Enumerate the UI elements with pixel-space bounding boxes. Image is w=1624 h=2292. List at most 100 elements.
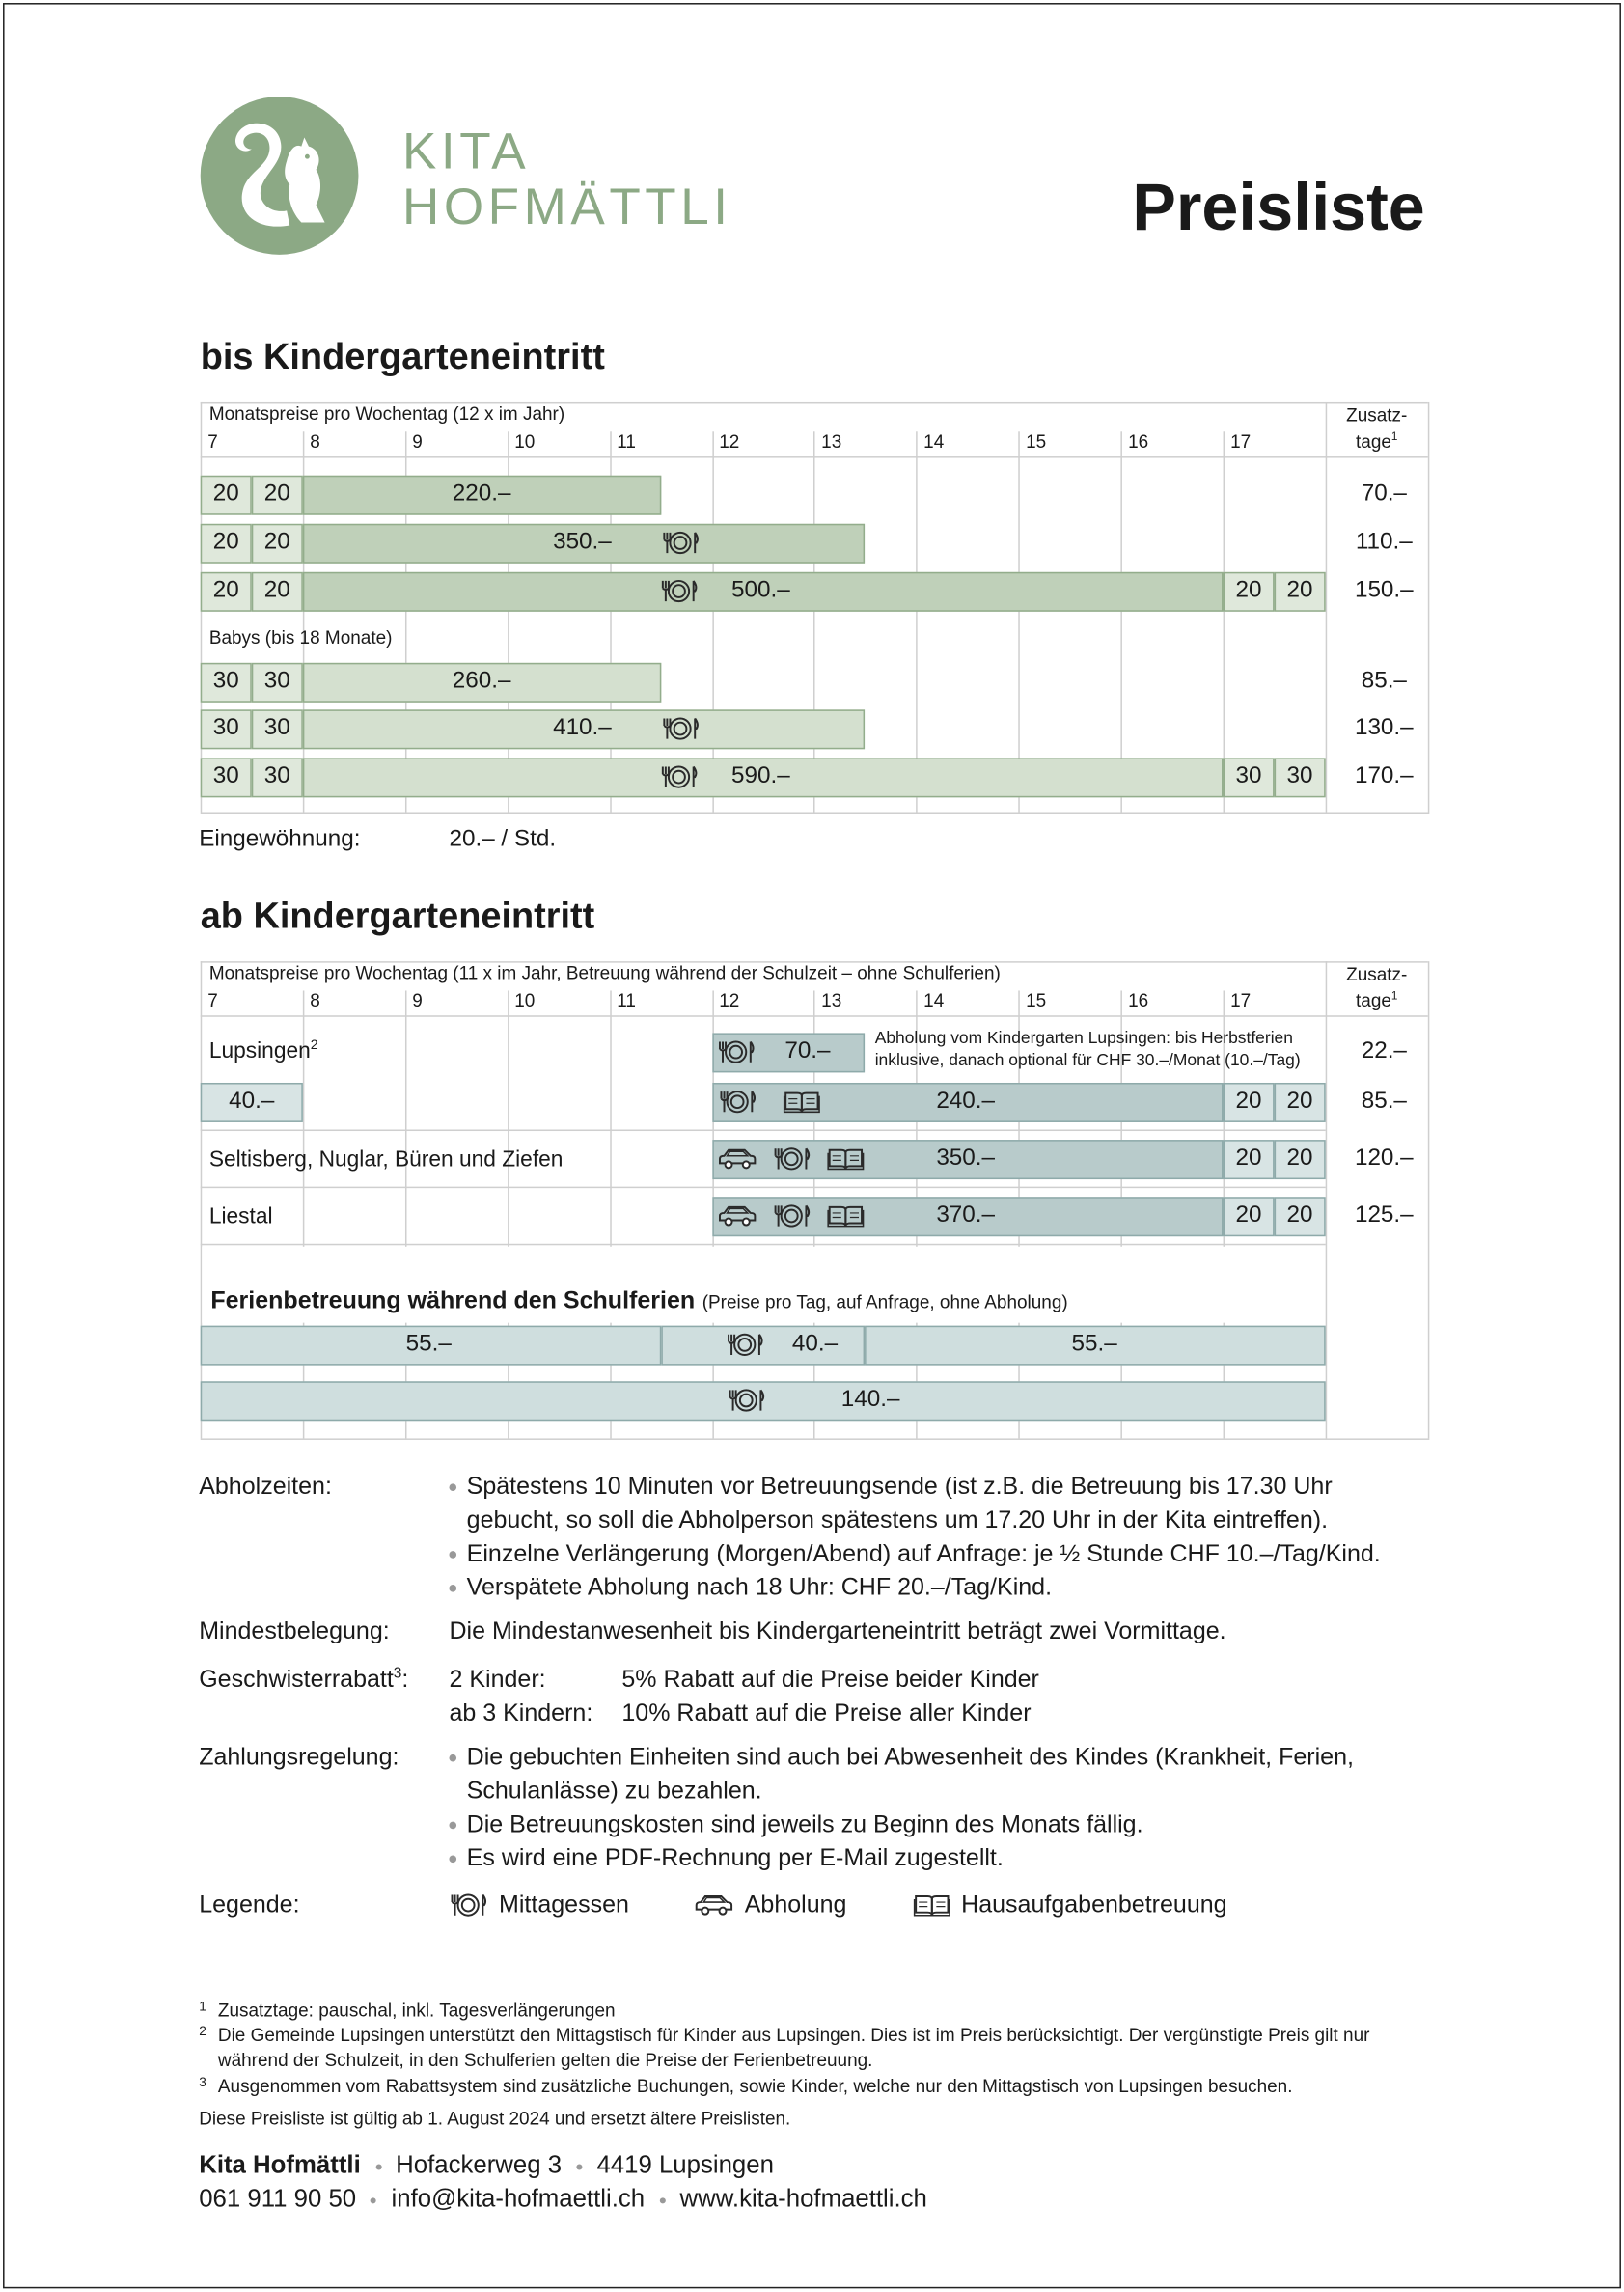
bar-label: 20: [1235, 1145, 1262, 1171]
extra-header: tage1: [1304, 987, 1450, 1013]
bar-label: 500.–: [731, 577, 790, 603]
table-caption: Monatspreise pro Wochentag (11 x im Jahr…: [208, 963, 1001, 984]
sibling-count: 2 Kinder:: [449, 1666, 546, 1693]
icon-part: [788, 1098, 815, 1104]
bar-label: 30: [1286, 763, 1313, 788]
bar: [200, 709, 252, 750]
icon-part: [805, 1204, 811, 1227]
bar: [660, 1325, 866, 1366]
bar-label: 410.–: [553, 715, 612, 740]
note: Abholung vom Kindergarten Lupsingen: bis…: [874, 1030, 1293, 1048]
hour-grid-line: [711, 431, 714, 813]
icon-part: [913, 1899, 950, 1917]
place-name: Seltisberg, Nuglar, Büren und Ziefen: [208, 1146, 564, 1172]
footnote-mark: 3: [199, 2074, 206, 2089]
hour-grid-line: [916, 431, 919, 813]
hour-grid-line: [1018, 431, 1021, 813]
bar: [200, 758, 252, 798]
icon-part: [482, 1893, 487, 1916]
bar-label: 20: [263, 481, 290, 507]
bullet: [449, 1820, 457, 1829]
hour-grid-line: [609, 431, 612, 813]
icon-book: [827, 1148, 865, 1171]
bar: [251, 758, 303, 798]
separator-dot: [371, 2196, 377, 2203]
bar: [302, 662, 661, 703]
icon-part: [784, 1208, 799, 1224]
bar-label: 220.–: [452, 481, 511, 507]
separator-dot: [659, 2196, 666, 2203]
bullet-text: Die gebuchten Einheiten sind auch bei Ab…: [466, 1743, 1354, 1804]
bar-label: 20: [212, 577, 239, 603]
hour-label: 10: [514, 431, 536, 453]
icon-part: [726, 1150, 750, 1157]
icon-meal: [663, 531, 699, 555]
extra-header-text: tage: [1356, 990, 1391, 1011]
icon-part: [728, 1334, 736, 1356]
icon-part: [729, 1390, 737, 1411]
bar-label: 55.–: [1071, 1331, 1117, 1357]
icon-part: [718, 1148, 757, 1165]
footer-text: 061 911 90 50: [199, 2184, 357, 2213]
icon-part: [692, 765, 698, 787]
icon-part: [930, 1895, 950, 1916]
bar-label: 30: [1235, 763, 1262, 788]
hour-label: 10: [514, 990, 536, 1012]
icon-part: [667, 579, 691, 603]
icon-part: [757, 1334, 763, 1356]
extra-price: 85.–: [1361, 668, 1407, 694]
icon-part: [724, 1217, 733, 1227]
hour-grid-line: [404, 990, 407, 1439]
icon-part: [663, 532, 672, 554]
bar: [251, 571, 303, 612]
icon-part: [741, 1160, 751, 1170]
footer-text: Kita Hofmättli: [199, 2150, 361, 2179]
info-label: Mindestbelegung:: [199, 1617, 390, 1644]
icon-meal: [729, 1389, 765, 1412]
bar: [251, 523, 303, 564]
bar: [200, 1325, 661, 1366]
table-left-line: [200, 961, 203, 1439]
table-right-line: [1427, 961, 1430, 1439]
extra-header: Zusatz-: [1346, 964, 1408, 985]
icon-meal: [728, 1333, 763, 1356]
icon-car: [695, 1895, 733, 1916]
extra-price: 85.–: [1361, 1088, 1407, 1114]
icon-part: [733, 1333, 757, 1356]
bullet: [449, 1754, 457, 1761]
table-bottom-line: [200, 812, 1430, 815]
hour-label: 11: [617, 990, 636, 1012]
separator-dot: [576, 2163, 583, 2169]
holiday-heading-text: Ferienbetreuung während den Schulferien: [210, 1287, 696, 1314]
bar-label: 350.–: [553, 529, 612, 555]
extra-header: tage1: [1304, 428, 1450, 455]
info-label: Zahlungsregelung:: [199, 1743, 399, 1770]
table-bottom-line: [200, 1438, 1430, 1440]
sibling-discount: 5% Rabatt auf die Preise beider Kinder: [621, 1666, 1039, 1693]
icon-part: [827, 1209, 865, 1228]
table-right-line: [1427, 401, 1430, 813]
bar: [1223, 1082, 1275, 1122]
icon-part: [729, 1044, 744, 1060]
bar: [251, 475, 303, 515]
icon-part: [661, 766, 670, 787]
extra-header-text: tage: [1356, 431, 1391, 453]
bar-label: 30: [212, 763, 239, 788]
icon-part: [780, 1147, 803, 1171]
section-heading: bis Kindergarteneintritt: [200, 335, 605, 377]
footnote-mark: 1: [199, 1998, 206, 2013]
icon-part: [667, 765, 691, 788]
icon-book: [913, 1895, 950, 1917]
icon-part: [672, 769, 686, 785]
bar: [865, 1325, 1326, 1366]
bar-label: 20: [263, 529, 290, 555]
icon-part: [673, 721, 688, 736]
settling-label: Eingewöhnung:: [199, 826, 361, 852]
icon-meal: [774, 1147, 811, 1171]
icon-book: [827, 1205, 865, 1228]
bar-label: 70.–: [784, 1038, 831, 1063]
extra-price: 170.–: [1354, 763, 1414, 788]
table-top-line: [200, 401, 1428, 404]
hour-label: 13: [821, 990, 842, 1012]
logo-text-2: HOFMÄTTLI: [401, 178, 732, 236]
